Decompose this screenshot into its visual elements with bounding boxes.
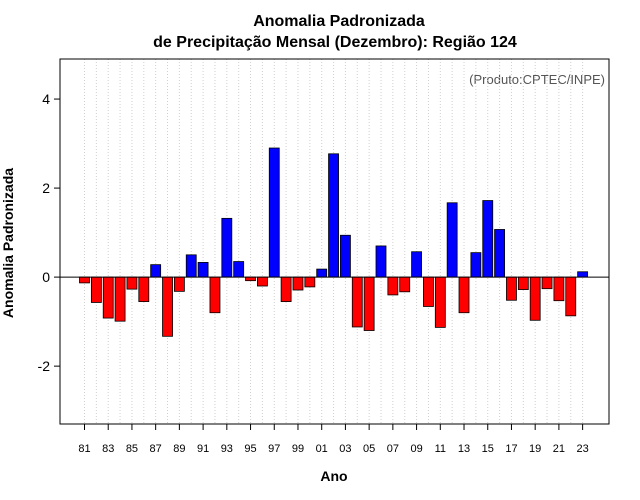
- bar-22: [565, 276, 577, 317]
- bar-81: [79, 276, 90, 284]
- x-tick-label: 87: [150, 443, 162, 455]
- x-tick-label: 99: [292, 443, 304, 455]
- x-tick-label: 03: [339, 443, 351, 455]
- y-tick-label: 0: [42, 269, 50, 285]
- x-tick-label: 07: [387, 443, 399, 455]
- y-tick-label: -2: [38, 358, 51, 374]
- bar-03: [340, 234, 351, 278]
- bar-04: [351, 276, 363, 328]
- x-tick-label: 93: [221, 443, 233, 455]
- x-axis: 81 83 85 87 89 91 93 95 97 99 01 03 05 07 09 11 13 15 17 19…: [78, 424, 589, 455]
- bar-01: [316, 268, 328, 278]
- chart-subtitle: de Precipitação Mensal (Dezembro): Regiã…: [153, 34, 517, 51]
- x-tick-label: 95: [244, 443, 256, 455]
- x-tick-label: 19: [529, 443, 541, 455]
- bar-00: [304, 276, 316, 288]
- x-tick-label: 15: [482, 443, 494, 455]
- bar-06: [375, 245, 387, 278]
- x-tick-label: 23: [576, 443, 588, 455]
- bar-84: [114, 276, 126, 322]
- bar-90: [185, 254, 197, 278]
- bar-86: [138, 276, 150, 302]
- bar-09: [411, 251, 422, 278]
- bar-83: [102, 276, 114, 319]
- bar-82: [90, 276, 102, 303]
- bar-13: [458, 276, 470, 314]
- y-axis: -2 0 2 4: [38, 91, 60, 374]
- bar-91: [197, 262, 209, 278]
- bar-12: [446, 202, 458, 278]
- bar-93: [221, 217, 233, 278]
- y-tick-label: 2: [42, 180, 50, 196]
- x-tick-label: 21: [553, 443, 565, 455]
- chart-title: Anomalia Padronizada: [253, 13, 425, 30]
- bar-05: [363, 276, 375, 331]
- x-tick-label: 91: [197, 443, 209, 455]
- bar-19: [529, 276, 541, 321]
- bar-88: [162, 276, 173, 337]
- y-tick-label: 4: [42, 91, 50, 107]
- bar-94: [233, 261, 245, 278]
- x-tick-label: 81: [78, 443, 90, 455]
- x-tick-label: 01: [316, 443, 328, 455]
- bar-10: [423, 276, 434, 307]
- bar-08: [399, 276, 411, 293]
- bar-97: [268, 147, 280, 278]
- bar-20: [541, 276, 553, 290]
- bar-16: [494, 229, 506, 278]
- bar-92: [209, 276, 221, 314]
- bars: [79, 147, 589, 337]
- x-tick-label: 13: [458, 443, 470, 455]
- bar-21: [553, 276, 565, 302]
- grid-lines: [84, 59, 584, 424]
- bar-99: [292, 276, 304, 291]
- x-tick-label: 11: [435, 443, 446, 455]
- x-tick-label: 85: [126, 443, 138, 455]
- bar-23: [577, 271, 589, 278]
- x-tick-label: 89: [173, 443, 185, 455]
- bar-15: [482, 200, 494, 278]
- bar-18: [517, 276, 529, 290]
- x-axis-label: Ano: [320, 468, 347, 484]
- bar-89: [173, 276, 185, 292]
- bar-96: [256, 276, 268, 287]
- x-tick-label: 09: [410, 443, 422, 455]
- y-axis-label: Anomalia Padronizada: [0, 168, 16, 318]
- x-tick-label: 05: [363, 443, 375, 455]
- x-tick-label: 17: [505, 443, 517, 455]
- bar-85: [126, 276, 138, 290]
- bar-95: [245, 276, 256, 282]
- bar-02: [328, 153, 339, 278]
- bar-14: [470, 252, 482, 278]
- bar-98: [280, 276, 292, 302]
- bar-17: [506, 276, 517, 301]
- x-tick-label: 83: [102, 443, 114, 455]
- credit-text: (Produto:CPTEC/INPE): [469, 72, 605, 87]
- x-tick-label: 97: [268, 443, 280, 455]
- bar-07: [387, 276, 399, 296]
- bar-87: [150, 264, 162, 278]
- plot-frame: [59, 58, 610, 425]
- bar-11: [434, 276, 446, 328]
